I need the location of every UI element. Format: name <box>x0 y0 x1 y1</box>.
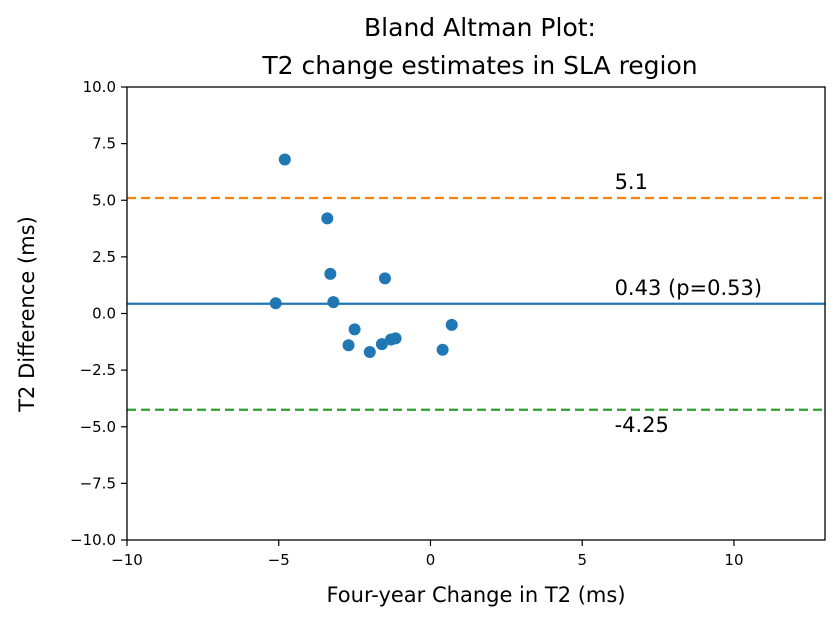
x-tick-label: 0 <box>426 551 436 569</box>
axes-border <box>126 86 826 541</box>
data-point <box>389 332 402 345</box>
chart-title-line-2: T2 change estimates in SLA region <box>261 51 697 80</box>
data-point <box>445 318 458 331</box>
y-tick-label: −2.5 <box>80 361 116 379</box>
lower-limit-label: -4.25 <box>615 413 669 437</box>
y-axis-ticks: −10.0 −7.5 −5.0 −2.5 0.0 2.5 5.0 7.5 10.0 <box>70 78 127 549</box>
axes-frame <box>126 86 826 541</box>
x-tick-label: −5 <box>268 551 290 569</box>
data-point <box>324 267 337 280</box>
y-axis-title: T2 Difference (ms) <box>15 216 39 413</box>
y-tick-label: 10.0 <box>83 78 116 96</box>
data-point <box>321 212 334 225</box>
y-tick-label: −7.5 <box>80 474 116 492</box>
data-point <box>278 153 291 166</box>
chart-title-line-1: Bland Altman Plot: <box>364 13 596 42</box>
x-tick-label: −10 <box>111 551 143 569</box>
x-axis-ticks: −10 −5 0 5 10 <box>111 540 744 569</box>
reference-lines: 0.43 (p=0.53) 5.1 -4.25 <box>127 170 825 437</box>
y-tick-label: 0.0 <box>92 305 116 323</box>
y-tick-label: −10.0 <box>70 531 116 549</box>
data-point <box>436 343 449 356</box>
x-tick-label: 5 <box>577 551 587 569</box>
upper-limit-label: 5.1 <box>615 170 648 194</box>
y-tick-label: 7.5 <box>92 135 116 153</box>
data-point <box>342 339 355 352</box>
y-tick-label: −5.0 <box>80 418 116 436</box>
data-point <box>378 272 391 285</box>
mean-label: 0.43 (p=0.53) <box>615 276 763 300</box>
x-tick-label: 10 <box>724 551 743 569</box>
data-point <box>327 296 340 309</box>
data-point <box>375 338 388 351</box>
y-tick-label: 5.0 <box>92 191 116 209</box>
data-point <box>269 297 282 310</box>
y-tick-label: 2.5 <box>92 248 116 266</box>
data-points <box>269 153 458 359</box>
data-point <box>348 323 361 336</box>
data-point <box>363 346 376 359</box>
chart-title: Bland Altman Plot: T2 change estimates i… <box>261 13 697 80</box>
x-axis-title: Four-year Change in T2 (ms) <box>326 583 625 607</box>
